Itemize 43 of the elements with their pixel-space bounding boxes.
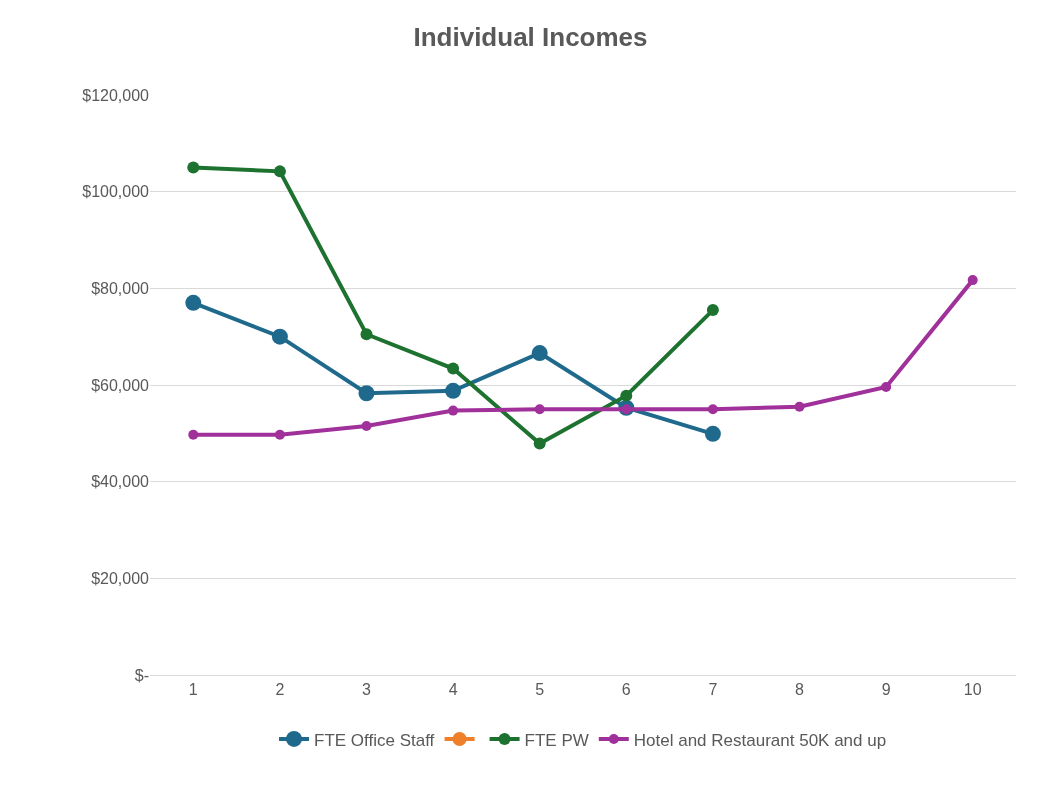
legend-label: FTE PW — [524, 730, 589, 750]
point — [360, 328, 373, 341]
point — [447, 362, 460, 375]
point — [445, 382, 462, 399]
y-tick-label: $60,000 — [91, 376, 150, 394]
y-tick-label: $40,000 — [91, 473, 150, 491]
point — [448, 405, 459, 416]
chart-title: Individual Incomes — [413, 21, 648, 52]
point — [188, 429, 199, 440]
x-tick-label: 4 — [448, 681, 458, 699]
point — [704, 425, 721, 442]
x-tick-label: 3 — [362, 681, 372, 699]
x-tick-label: 8 — [795, 681, 805, 699]
y-tick-label: $- — [134, 666, 149, 684]
point — [533, 437, 546, 450]
legend-label: FTE Office Staff — [314, 730, 435, 750]
point — [794, 401, 805, 412]
point — [273, 165, 286, 178]
x-tick-label: 7 — [708, 681, 718, 699]
point — [967, 275, 978, 286]
point — [187, 161, 200, 174]
y-tick-label: $100,000 — [82, 183, 150, 201]
point — [881, 381, 892, 392]
x-tick-label: 10 — [963, 681, 982, 699]
point — [707, 404, 718, 415]
y-tick-label: $80,000 — [91, 279, 150, 297]
legend-label: Hotel and Restaurant 50K and up — [633, 730, 887, 750]
y-tick-label: $20,000 — [91, 569, 150, 587]
point — [534, 404, 545, 415]
y-tick-label: $120,000 — [82, 86, 150, 104]
point — [274, 429, 285, 440]
point — [271, 328, 288, 345]
point — [706, 304, 719, 317]
x-tick-label: 9 — [881, 681, 891, 699]
point — [620, 389, 633, 402]
x-tick-label: 2 — [275, 681, 285, 699]
point — [361, 421, 372, 432]
x-tick-label: 6 — [621, 681, 631, 699]
point — [531, 345, 548, 362]
point — [358, 385, 375, 402]
x-tick-label: 1 — [188, 681, 198, 699]
x-tick-label: 5 — [535, 681, 545, 699]
point — [185, 294, 202, 311]
